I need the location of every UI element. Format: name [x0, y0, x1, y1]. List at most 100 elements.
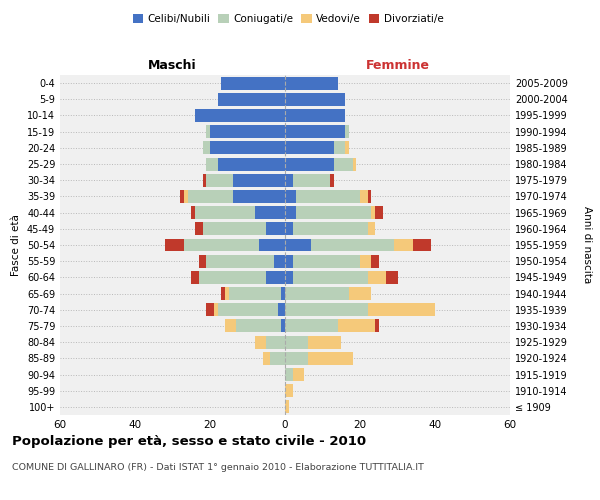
- Bar: [311, 238, 394, 252]
- Bar: [218, 304, 277, 316]
- Bar: [259, 238, 285, 252]
- Bar: [225, 320, 236, 332]
- Bar: [191, 206, 195, 219]
- Bar: [413, 238, 431, 252]
- Bar: [195, 222, 203, 235]
- Bar: [293, 222, 367, 235]
- Bar: [345, 125, 349, 138]
- Bar: [199, 271, 266, 284]
- Bar: [285, 254, 293, 268]
- Bar: [221, 76, 285, 90]
- Bar: [263, 352, 270, 365]
- Bar: [285, 158, 334, 170]
- Bar: [367, 271, 386, 284]
- Bar: [285, 384, 293, 397]
- Bar: [233, 190, 285, 203]
- Bar: [229, 287, 281, 300]
- Bar: [353, 158, 356, 170]
- Bar: [285, 125, 345, 138]
- Bar: [285, 271, 293, 284]
- Bar: [285, 304, 367, 316]
- Bar: [371, 206, 375, 219]
- Bar: [285, 190, 296, 203]
- Bar: [308, 352, 353, 365]
- Bar: [296, 190, 360, 203]
- Legend: Celibi/Nubili, Coniugati/e, Vedovi/e, Divorziati/e: Celibi/Nubili, Coniugati/e, Vedovi/e, Di…: [128, 10, 448, 29]
- Bar: [218, 158, 285, 170]
- Bar: [360, 254, 371, 268]
- Bar: [360, 190, 367, 203]
- Bar: [165, 238, 184, 252]
- Bar: [270, 352, 285, 365]
- Bar: [206, 158, 218, 170]
- Text: Maschi: Maschi: [148, 59, 197, 72]
- Bar: [221, 287, 225, 300]
- Bar: [210, 142, 285, 154]
- Bar: [367, 222, 375, 235]
- Bar: [191, 271, 199, 284]
- Bar: [277, 304, 285, 316]
- Bar: [285, 287, 349, 300]
- Bar: [184, 238, 259, 252]
- Bar: [203, 174, 206, 186]
- Bar: [255, 336, 266, 348]
- Bar: [214, 304, 218, 316]
- Bar: [293, 254, 360, 268]
- Bar: [285, 142, 334, 154]
- Bar: [206, 125, 210, 138]
- Bar: [293, 174, 330, 186]
- Bar: [225, 287, 229, 300]
- Bar: [281, 320, 285, 332]
- Y-axis label: Anni di nascita: Anni di nascita: [581, 206, 592, 284]
- Bar: [266, 271, 285, 284]
- Bar: [285, 93, 345, 106]
- Bar: [203, 222, 266, 235]
- Bar: [293, 368, 304, 381]
- Bar: [386, 271, 398, 284]
- Bar: [184, 190, 187, 203]
- Bar: [233, 174, 285, 186]
- Bar: [285, 206, 296, 219]
- Text: Femmine: Femmine: [365, 59, 430, 72]
- Bar: [394, 238, 413, 252]
- Bar: [210, 125, 285, 138]
- Bar: [367, 304, 435, 316]
- Bar: [285, 238, 311, 252]
- Bar: [203, 142, 210, 154]
- Bar: [274, 254, 285, 268]
- Bar: [285, 320, 337, 332]
- Bar: [218, 93, 285, 106]
- Y-axis label: Fasce di età: Fasce di età: [11, 214, 21, 276]
- Bar: [337, 320, 375, 332]
- Bar: [367, 190, 371, 203]
- Bar: [330, 174, 334, 186]
- Bar: [285, 368, 293, 381]
- Bar: [345, 142, 349, 154]
- Bar: [206, 304, 214, 316]
- Bar: [195, 206, 255, 219]
- Bar: [281, 287, 285, 300]
- Bar: [285, 222, 293, 235]
- Bar: [285, 76, 337, 90]
- Bar: [308, 336, 341, 348]
- Bar: [266, 222, 285, 235]
- Bar: [375, 206, 383, 219]
- Bar: [195, 109, 285, 122]
- Bar: [285, 336, 308, 348]
- Bar: [293, 271, 367, 284]
- Bar: [375, 320, 379, 332]
- Bar: [199, 254, 206, 268]
- Bar: [206, 254, 274, 268]
- Bar: [334, 158, 353, 170]
- Bar: [371, 254, 379, 268]
- Text: COMUNE DI GALLINARO (FR) - Dati ISTAT 1° gennaio 2010 - Elaborazione TUTTITALIA.: COMUNE DI GALLINARO (FR) - Dati ISTAT 1°…: [12, 464, 424, 472]
- Bar: [285, 109, 345, 122]
- Bar: [206, 174, 233, 186]
- Bar: [296, 206, 371, 219]
- Bar: [349, 287, 371, 300]
- Bar: [285, 352, 308, 365]
- Bar: [236, 320, 281, 332]
- Bar: [334, 142, 345, 154]
- Bar: [187, 190, 233, 203]
- Bar: [285, 400, 289, 413]
